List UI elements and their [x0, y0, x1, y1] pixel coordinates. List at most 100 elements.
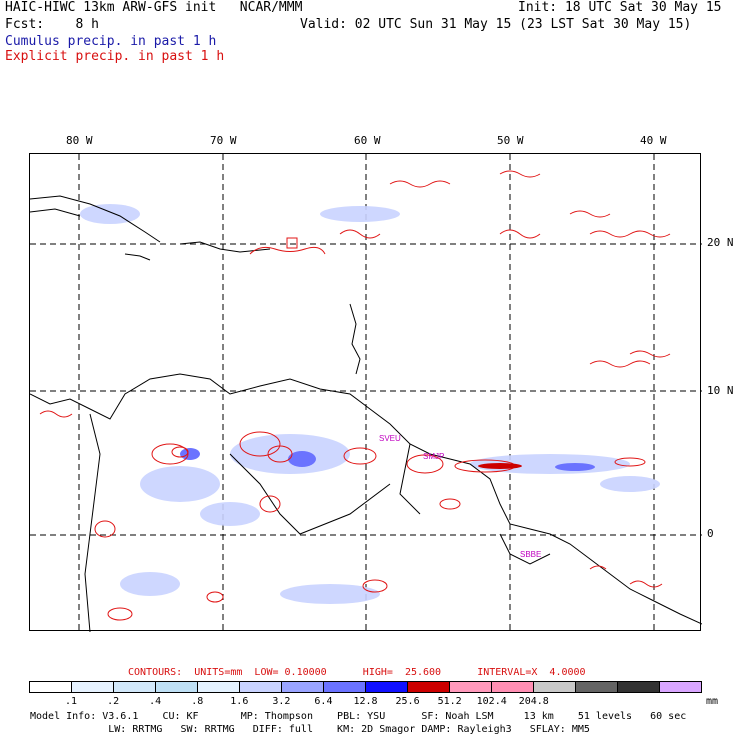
cumulus-area: [320, 206, 400, 222]
precip-contour: [499, 229, 541, 239]
colorbar-segment: [534, 682, 576, 692]
precip-contour: [406, 454, 444, 474]
init-time: Init: 18 UTC Sat 30 May 15: [518, 0, 722, 15]
amazon-delta: [499, 533, 551, 565]
colorbar-segment: [408, 682, 450, 692]
cumulus-area: [230, 434, 350, 474]
cumulus-area: [120, 572, 180, 596]
colorbar-tick-label: 1.6: [230, 696, 249, 707]
cumulus-area: [80, 204, 140, 224]
precip-contour: [362, 579, 388, 593]
precip-contour: [439, 498, 461, 510]
precip-contour: [339, 229, 381, 239]
precip-contour: [249, 246, 326, 255]
colorbar-tick-label: 6.4: [314, 696, 333, 707]
precip-contour: [239, 431, 281, 457]
lat-label-10n: 10 N: [707, 384, 734, 397]
colorbar-segment: [198, 682, 240, 692]
lesser-antilles: [349, 303, 361, 375]
precip-contour: [614, 457, 646, 467]
location-marker: [286, 237, 298, 249]
colorbar-segment: [240, 682, 282, 692]
colorbar-segment: [114, 682, 156, 692]
model-info-line1: Model Info: V3.6.1 CU: KF MP: Thompson P…: [30, 711, 687, 722]
cumulus-area: [140, 466, 220, 502]
stations: SVEU SMJP SBBE: [379, 434, 541, 559]
precip-contour: [589, 230, 671, 238]
colorbar-segment: [450, 682, 492, 692]
cumulus-precip-heavy: [180, 448, 595, 471]
coastlines: [30, 195, 702, 632]
precip-contour: [267, 445, 293, 463]
explicit-precip-heavy: [478, 463, 522, 469]
explicit-precip-contours: [39, 170, 671, 621]
lat-label-0: 0: [707, 527, 714, 540]
cumulus-precip-areas: [80, 204, 660, 604]
lon-label-50w: 50 W: [497, 134, 524, 147]
cumulus-area-heavy: [555, 463, 595, 471]
country-border: [229, 453, 391, 535]
station-smjp: SMJP: [423, 452, 444, 461]
model-title: HAIC-HIWC 13km ARW-GFS init NCAR/MMM: [5, 0, 303, 15]
precip-colorbar: [29, 681, 702, 693]
colorbar-unit: mm: [706, 696, 719, 707]
cumulus-area: [600, 476, 660, 492]
map-canvas: SVEU SMJP SBBE: [30, 154, 702, 632]
precip-contour: [569, 210, 611, 218]
precip-contour: [499, 170, 541, 178]
precip-contour: [259, 495, 281, 513]
precip-contour: [151, 443, 189, 465]
precip-contour: [206, 591, 224, 603]
colorbar-segment: [492, 682, 534, 692]
precip-contour: [629, 350, 671, 358]
valid-time: Valid: 02 UTC Sun 31 May 15 (23 LST Sat …: [300, 17, 692, 32]
colorbar-segment: [366, 682, 408, 692]
precip-contour: [389, 180, 451, 188]
colorbar-tick-label: 51.2: [437, 696, 462, 707]
cuba-coast: [30, 195, 161, 243]
lon-label-40w: 40 W: [640, 134, 667, 147]
colorbar-segment: [30, 682, 72, 692]
heavy-precip-core: [478, 463, 522, 469]
colorbar-segment: [576, 682, 618, 692]
cumulus-area: [280, 584, 380, 604]
colorbar-tick-label: .1: [65, 696, 78, 707]
colorbar-segment: [660, 682, 701, 692]
lat-label-20n: 20 N: [707, 236, 734, 249]
lon-label-70w: 70 W: [210, 134, 237, 147]
colorbar-tick-label: 12.8: [353, 696, 378, 707]
station-sveu: SVEU: [379, 434, 401, 443]
south-america-north-coast: [30, 373, 702, 625]
precip-contour: [94, 520, 116, 538]
precip-contour: [589, 360, 651, 368]
colorbar-segment: [282, 682, 324, 692]
precip-contour: [343, 447, 377, 465]
colorbar-tick-label: 25.6: [395, 696, 420, 707]
colorbar-segment: [156, 682, 198, 692]
legend-cumulus: Cumulus precip. in past 1 h: [5, 34, 217, 49]
jamaica-coast: [124, 253, 151, 261]
andes-boundary: [84, 413, 101, 632]
cumulus-area-heavy: [180, 448, 200, 460]
graticule: [30, 154, 702, 632]
station-sbbe: SBBE: [520, 550, 541, 559]
cumulus-area: [200, 502, 260, 526]
precip-contour: [589, 565, 607, 570]
colorbar-segment: [618, 682, 660, 692]
colorbar-tick-label: .2: [107, 696, 120, 707]
colorbar-segment: [324, 682, 366, 692]
legend-explicit: Explicit precip. in past 1 h: [5, 49, 225, 64]
colorbar-tick-label: .4: [149, 696, 162, 707]
precip-contour: [39, 410, 73, 418]
precip-contour: [171, 446, 189, 458]
lon-label-80w: 80 W: [66, 134, 93, 147]
country-border: [399, 443, 421, 515]
colorbar-tick-label: 3.2: [272, 696, 291, 707]
forecast-hour: Fcst: 8 h: [5, 17, 99, 32]
precip-map: SVEU SMJP SBBE: [29, 153, 702, 632]
colorbar-tick-label: 204.8: [518, 696, 549, 707]
colorbar-tick-label: 102.4: [476, 696, 507, 707]
colorbar-segment: [72, 682, 114, 692]
contours-info: CONTOURS: UNITS=mm LOW= 0.10000 HIGH= 25…: [128, 667, 586, 678]
hispaniola-coast: [179, 241, 271, 253]
